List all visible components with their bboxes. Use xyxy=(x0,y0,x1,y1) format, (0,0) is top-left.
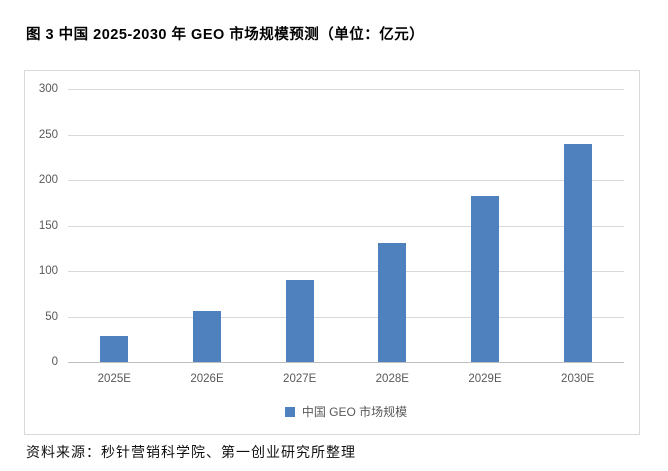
gridline-y250 xyxy=(68,134,624,136)
gridline-y200 xyxy=(68,180,624,181)
y-tick-label-200: 200 xyxy=(38,174,58,186)
bar-2030E xyxy=(563,143,592,362)
legend-label: 中国 GEO 市场规模 xyxy=(301,405,408,419)
y-tick-label-100: 100 xyxy=(38,265,58,277)
x-axis-line xyxy=(68,362,624,363)
x-tick-label-2026E: 2026E xyxy=(190,373,224,385)
y-tick-label-0: 0 xyxy=(51,356,58,368)
source-note: 资料来源：秒针营销科学院、第一创业研究所整理 xyxy=(26,446,356,461)
gridline-y150 xyxy=(68,225,624,227)
y-tick-label-150: 150 xyxy=(38,219,58,232)
y-tick-label-300: 300 xyxy=(38,83,58,95)
bar-2025E xyxy=(100,335,129,362)
x-tick-label-2027E: 2027E xyxy=(283,373,317,385)
gridline-y50 xyxy=(68,316,624,318)
legend-swatch xyxy=(284,406,295,417)
bar-2029E xyxy=(471,196,499,362)
bar-2028E xyxy=(378,242,407,362)
y-tick-label-50: 50 xyxy=(45,310,58,323)
y-tick-label-250: 250 xyxy=(38,128,58,141)
bar-2026E xyxy=(193,311,221,362)
bar-2027E xyxy=(285,280,314,362)
x-tick-label-2029E: 2029E xyxy=(468,373,502,385)
gridline-y300 xyxy=(68,89,624,90)
gridline-y100 xyxy=(68,271,624,272)
x-tick-label-2025E: 2025E xyxy=(97,373,131,385)
x-tick-label-2030E: 2030E xyxy=(561,373,595,385)
chart-frame: 中国 GEO 市场规模 0 50 100 150 200 250 300 2025E 2026E… xyxy=(24,70,640,435)
x-tick-label-2028E: 2028E xyxy=(375,373,409,385)
figure-title: 图 3 中国 2025-2030 年 GEO 市场规模预测（单位：亿元） xyxy=(26,27,425,43)
chart-legend: 中国 GEO 市场规模 xyxy=(68,403,624,420)
